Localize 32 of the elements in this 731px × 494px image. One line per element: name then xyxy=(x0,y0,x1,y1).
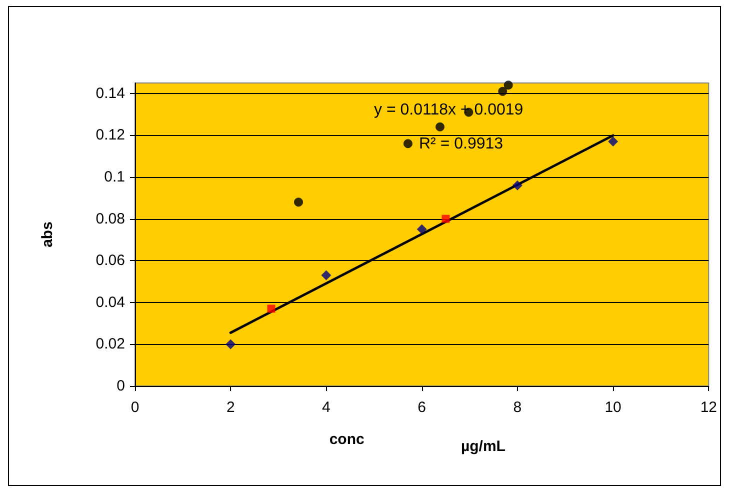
point xyxy=(294,198,303,207)
point xyxy=(403,139,412,148)
annotation: y = 0.0118x + 0.0019 xyxy=(374,102,524,118)
point xyxy=(436,122,444,132)
y-tick-label: 0 xyxy=(116,378,125,394)
point xyxy=(267,304,276,313)
x-tick-label: 2 xyxy=(226,399,235,416)
point xyxy=(498,86,508,96)
y-tick-label: 0.1 xyxy=(104,168,125,186)
x-tick-label: 4 xyxy=(322,399,330,416)
point xyxy=(608,136,618,147)
point xyxy=(512,180,522,190)
x-tick-label: 8 xyxy=(513,399,522,416)
y-tick-label: 0.14 xyxy=(96,84,125,102)
point xyxy=(416,224,427,234)
point xyxy=(321,270,332,280)
y-tick-label: 0.04 xyxy=(96,294,125,311)
x-tick-label: 12 xyxy=(700,399,717,416)
point xyxy=(226,339,236,350)
y-tick-label: 0.06 xyxy=(96,252,125,270)
point xyxy=(504,80,513,90)
annotation: R² = 0.9913 xyxy=(419,136,504,152)
x-tick-label: 10 xyxy=(604,399,622,416)
text: µg/mL xyxy=(461,438,506,455)
point xyxy=(442,214,450,223)
y-tick-label: 0.12 xyxy=(96,126,125,144)
y-tick-label: 0.02 xyxy=(96,336,125,353)
x-tick-label: 0 xyxy=(130,399,140,416)
x-tick-label: 6 xyxy=(418,399,426,416)
x-axis-title: conc xyxy=(329,431,364,448)
y-axis-title: abs xyxy=(39,222,56,248)
y-tick-label: 0.08 xyxy=(96,210,125,228)
